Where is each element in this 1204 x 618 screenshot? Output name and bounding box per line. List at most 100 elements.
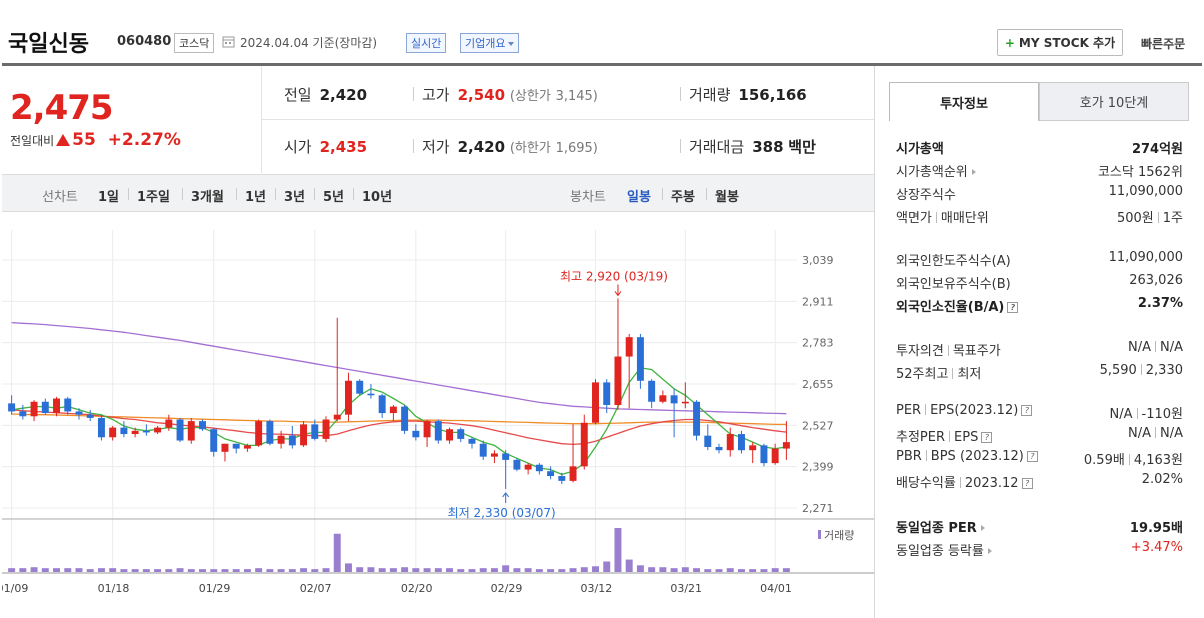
candle-body <box>603 382 611 405</box>
volume-bar <box>771 568 779 572</box>
plus-icon: + <box>1004 35 1015 50</box>
current-price: 2,475 <box>10 88 114 128</box>
invest-panel: 투자정보 호가 10단계 시가총액 274억원 시가총액순위 코스닥 1562위 상… <box>874 66 1204 618</box>
trade-amount: 거래대금 388 백만 <box>689 138 816 156</box>
volume-bar <box>64 568 72 572</box>
volume-bar <box>547 569 555 572</box>
candle-daily[interactable]: 일봉 <box>627 190 651 205</box>
volume-bar <box>693 568 701 572</box>
volume: 거래량 156,166 <box>689 86 807 104</box>
y-tick-label: 2,655 <box>802 378 834 391</box>
y-tick-label: 2,271 <box>802 502 834 515</box>
candle-body <box>8 403 16 412</box>
candle-body <box>109 427 117 438</box>
candle-body <box>592 382 599 423</box>
volume-bar <box>524 568 532 572</box>
volume-bar <box>255 568 263 572</box>
candle-body <box>187 421 195 441</box>
summary-divider <box>262 119 874 120</box>
up-triangle-icon <box>56 134 71 146</box>
price-change: 전일대비 55 +2.27% <box>10 130 181 150</box>
period-5y[interactable]: 5년 <box>323 190 345 205</box>
volume-bar <box>154 569 162 572</box>
period-3m[interactable]: 3개월 <box>191 190 224 205</box>
candle-body <box>176 419 184 441</box>
chevron-down-icon <box>508 42 515 46</box>
candle-body <box>614 356 622 405</box>
volume-bar <box>300 568 308 572</box>
tab-invest-info[interactable]: 투자정보 <box>889 82 1039 121</box>
volume-bar <box>625 559 633 572</box>
candle-body <box>266 421 274 444</box>
volume-bar <box>580 567 588 572</box>
y-tick-label: 2,911 <box>802 295 834 308</box>
sector-per-link[interactable]: 동일업종 PER <box>896 517 985 536</box>
candle-body <box>401 406 409 431</box>
period-1w[interactable]: 1주일 <box>137 190 170 205</box>
volume-bar <box>53 568 61 572</box>
help-icon[interactable]: ? <box>1021 405 1033 416</box>
candle-body <box>771 448 779 464</box>
volume-bar <box>468 569 476 572</box>
candle-body <box>524 464 532 470</box>
period-1d[interactable]: 1일 <box>98 190 120 205</box>
volume-bar <box>457 569 465 572</box>
x-tick-label: 04/01 <box>760 582 792 595</box>
candle-body <box>356 380 364 394</box>
volume-bar <box>266 569 274 572</box>
volume-bar <box>760 569 768 572</box>
candle-weekly[interactable]: 주봉 <box>671 190 695 205</box>
high-annotation: 최고 2,920 (03/19) <box>560 269 668 283</box>
panel-tabs: 투자정보 호가 10단계 <box>889 82 1189 121</box>
mcap-rank-link[interactable]: 시가총액순위 <box>896 161 976 180</box>
x-tick-label: 01/29 <box>199 582 231 595</box>
candle-body <box>53 398 61 414</box>
candle-monthly[interactable]: 월봉 <box>715 190 739 205</box>
volume-bar <box>277 569 285 572</box>
volume-bar <box>75 568 83 572</box>
volume-bar <box>288 569 296 572</box>
candle-body <box>490 453 498 457</box>
candle-body <box>681 401 689 404</box>
candle-body <box>120 427 128 435</box>
sector-change-link[interactable]: 동일업종 등락률 <box>896 540 992 559</box>
candle-body <box>154 427 162 433</box>
help-icon[interactable]: ? <box>1026 451 1038 462</box>
x-tick-label: 02/20 <box>401 582 433 595</box>
candle-body <box>749 445 757 451</box>
period-10y[interactable]: 10년 <box>362 190 393 205</box>
help-icon[interactable]: ? <box>981 432 993 443</box>
volume-bar <box>356 567 364 572</box>
candle-body <box>41 401 49 414</box>
volume-bar <box>502 565 510 572</box>
candle-body <box>659 395 667 402</box>
company-overview-button[interactable]: 기업개요 <box>460 33 520 53</box>
quick-order-button[interactable]: 빠른주문 <box>1141 37 1186 51</box>
period-3y[interactable]: 3년 <box>284 190 306 205</box>
volume-legend-swatch <box>818 530 821 539</box>
candlestick-chart[interactable]: 3,039 2,911 2,783 2,655 2,527 2,399 2,271 01/09… <box>2 230 874 618</box>
candle-body <box>210 429 218 452</box>
prev-close: 전일 2,420 <box>284 86 368 104</box>
mystock-add-button[interactable]: + MY STOCK 추가 <box>997 29 1123 56</box>
candle-body <box>625 337 633 357</box>
help-icon[interactable]: ? <box>1021 478 1033 489</box>
basis-date: 2024.04.04 기준(장마감) <box>240 36 378 50</box>
candle-body <box>277 435 285 444</box>
low-annotation: 최저 2,330 (03/07) <box>448 506 556 520</box>
help-icon[interactable]: ? <box>1007 302 1019 313</box>
volume-bar <box>614 528 622 572</box>
y-tick-label: 2,527 <box>802 419 834 432</box>
volume-bar <box>535 569 543 572</box>
realtime-button[interactable]: 실시간 <box>406 33 447 53</box>
candle-body <box>648 380 656 402</box>
period-1y[interactable]: 1년 <box>245 190 267 205</box>
stock-code: 060480 <box>117 34 172 49</box>
candle-body <box>715 446 723 451</box>
tab-quote-10[interactable]: 호가 10단계 <box>1039 82 1189 121</box>
x-tick-label: 03/21 <box>670 582 702 595</box>
candle-body <box>580 422 588 467</box>
y-tick-label: 2,399 <box>802 461 834 474</box>
high-arrow-head <box>614 291 622 297</box>
volume-bar <box>659 567 667 572</box>
